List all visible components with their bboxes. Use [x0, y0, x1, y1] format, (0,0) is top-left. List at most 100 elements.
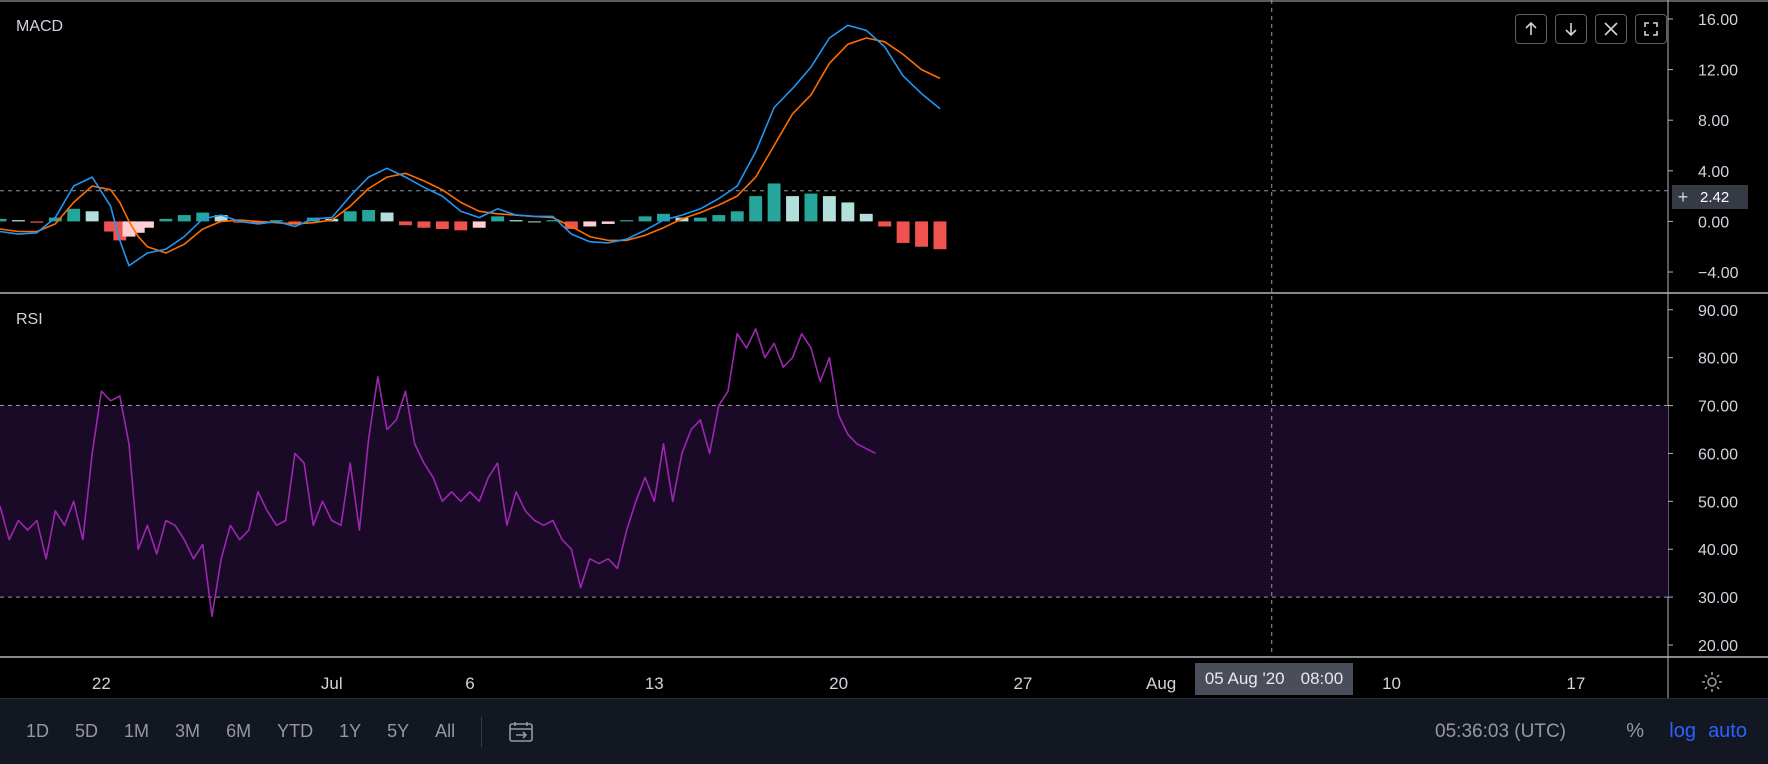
macd-histogram-bar	[454, 221, 468, 231]
rsi-y-tick-label: 80.00	[1698, 351, 1738, 368]
x-tick-label: 17	[1566, 674, 1585, 693]
macd-histogram-bar	[399, 221, 412, 226]
macd-histogram-bar	[528, 221, 541, 223]
rsi-y-tick-label: 60.00	[1698, 446, 1738, 463]
macd-signal-line	[0, 37, 941, 254]
macd-histogram-bar	[730, 211, 744, 222]
macd-histogram-bar	[767, 183, 781, 222]
macd-histogram-bar	[491, 216, 505, 222]
arrow-up-icon	[1525, 21, 1537, 35]
maximize-icon	[1644, 22, 1658, 36]
chart-area[interactable]: 16.00 12.00 8.00 4.00 0.00 −4.00 90.00 80.00 70.…	[0, 0, 1768, 698]
macd-histogram-bar	[564, 221, 578, 230]
macd-y-tick-label: 16.00	[1698, 12, 1738, 29]
macd-histogram-bar	[48, 217, 62, 222]
macd-y-tick-label: 12.00	[1698, 63, 1738, 80]
range-ytd[interactable]: YTD	[277, 721, 314, 741]
range-3m[interactable]: 3M	[175, 721, 201, 741]
x-tick-label: Jul	[321, 674, 343, 693]
macd-histogram-bar	[417, 221, 431, 228]
macd-histogram-bar	[859, 213, 873, 222]
range-1m[interactable]: 1M	[124, 721, 150, 741]
range-1d[interactable]: 1D	[26, 721, 50, 741]
macd-histogram-bar	[177, 215, 191, 222]
macd-histogram-bar	[251, 221, 265, 224]
range-5y[interactable]: 5Y	[387, 721, 410, 741]
macd-histogram-bar	[85, 211, 99, 222]
macd-histogram-bar	[30, 221, 44, 223]
macd-histogram-bar	[196, 212, 210, 222]
calendar-range-icon[interactable]	[508, 720, 534, 744]
rsi-y-tick-label: 90.00	[1698, 303, 1738, 320]
macd-y-tick-label: 4.00	[1698, 164, 1729, 181]
arrow-down-icon	[1565, 23, 1577, 37]
range-all[interactable]: All	[435, 721, 456, 741]
macd-histogram-bar	[435, 221, 449, 230]
macd-histogram-bar	[749, 196, 763, 222]
macd-histogram-bar	[620, 220, 634, 222]
macd-histogram-bar	[131, 221, 145, 233]
macd-histogram-bar	[915, 221, 928, 247]
log-scale-toggle[interactable]: log	[1669, 720, 1696, 742]
rsi-y-tick-label: 30.00	[1698, 590, 1738, 607]
rsi-band-fill	[0, 405, 1668, 598]
range-1y[interactable]: 1Y	[339, 721, 362, 741]
macd-histogram-bar	[140, 221, 154, 228]
rsi-y-tick-label: 70.00	[1698, 399, 1738, 416]
macd-histogram-bar	[11, 220, 25, 222]
macd-y-tick-label: 0.00	[1698, 214, 1729, 231]
macd-histogram-bar	[472, 221, 486, 228]
move-up-button[interactable]	[1515, 14, 1547, 44]
plus-icon[interactable]: +	[1677, 186, 1689, 207]
close-icon	[1604, 22, 1618, 36]
maximize-pane-button[interactable]	[1635, 14, 1667, 44]
toolbar-divider	[481, 716, 483, 747]
rsi-title: RSI	[16, 311, 43, 328]
macd-histogram-bar	[214, 215, 228, 222]
macd-histogram-bar	[693, 217, 707, 222]
macd-histogram-bar	[0, 218, 7, 222]
x-tick-label: 13	[645, 674, 664, 693]
x-tick-label: 22	[92, 674, 111, 693]
macd-histogram-bar	[288, 221, 302, 224]
pane-controls	[1515, 14, 1667, 44]
close-pane-button[interactable]	[1595, 14, 1627, 44]
macd-histogram-bar	[841, 202, 855, 222]
clock-utc[interactable]: 05:36:03 (UTC)	[1435, 720, 1566, 742]
crosshair-date-label: 05 Aug '20 08:00	[1195, 663, 1353, 695]
gear-icon[interactable]	[1700, 670, 1724, 694]
macd-crosshair-value: 2.42	[1700, 188, 1730, 206]
macd-histogram-bar	[822, 196, 836, 222]
macd-y-tick-label: 8.00	[1698, 113, 1729, 130]
crosshair-date: 05 Aug '20	[1204, 669, 1285, 688]
x-tick-label: 10	[1382, 674, 1401, 693]
macd-histogram-bar	[104, 221, 118, 232]
macd-histogram-bar	[657, 213, 670, 222]
crosshair-time: 08:00	[1300, 669, 1344, 688]
macd-histogram-bar	[804, 193, 818, 222]
x-tick-label: 27	[1013, 674, 1032, 693]
range-6m[interactable]: 6M	[226, 721, 252, 741]
macd-histogram-bar	[159, 218, 173, 222]
macd-histogram-bar	[638, 216, 652, 222]
macd-histogram-bar	[343, 211, 357, 222]
x-tick-label: Aug	[1146, 674, 1176, 693]
x-tick-label: 6	[465, 674, 474, 693]
macd-histogram-bar	[583, 221, 597, 227]
auto-scale-toggle[interactable]: auto	[1708, 720, 1747, 742]
macd-line	[0, 24, 941, 267]
macd-title: MACD	[16, 18, 64, 35]
macd-histogram-bar	[67, 208, 81, 222]
macd-histogram-bar	[878, 221, 892, 227]
move-down-button[interactable]	[1555, 14, 1587, 44]
macd-histogram-bar	[601, 221, 615, 224]
percent-scale-toggle[interactable]: %	[1626, 720, 1644, 742]
macd-histogram-bar	[712, 215, 726, 222]
rsi-y-tick-label: 40.00	[1698, 542, 1738, 559]
x-tick-label: 20	[829, 674, 848, 693]
macd-histogram-bar	[546, 220, 560, 222]
macd-y-tick-label: −4.00	[1698, 265, 1739, 282]
range-5d[interactable]: 5D	[75, 721, 99, 741]
macd-histogram-bar	[509, 220, 523, 222]
rsi-line	[0, 328, 876, 618]
